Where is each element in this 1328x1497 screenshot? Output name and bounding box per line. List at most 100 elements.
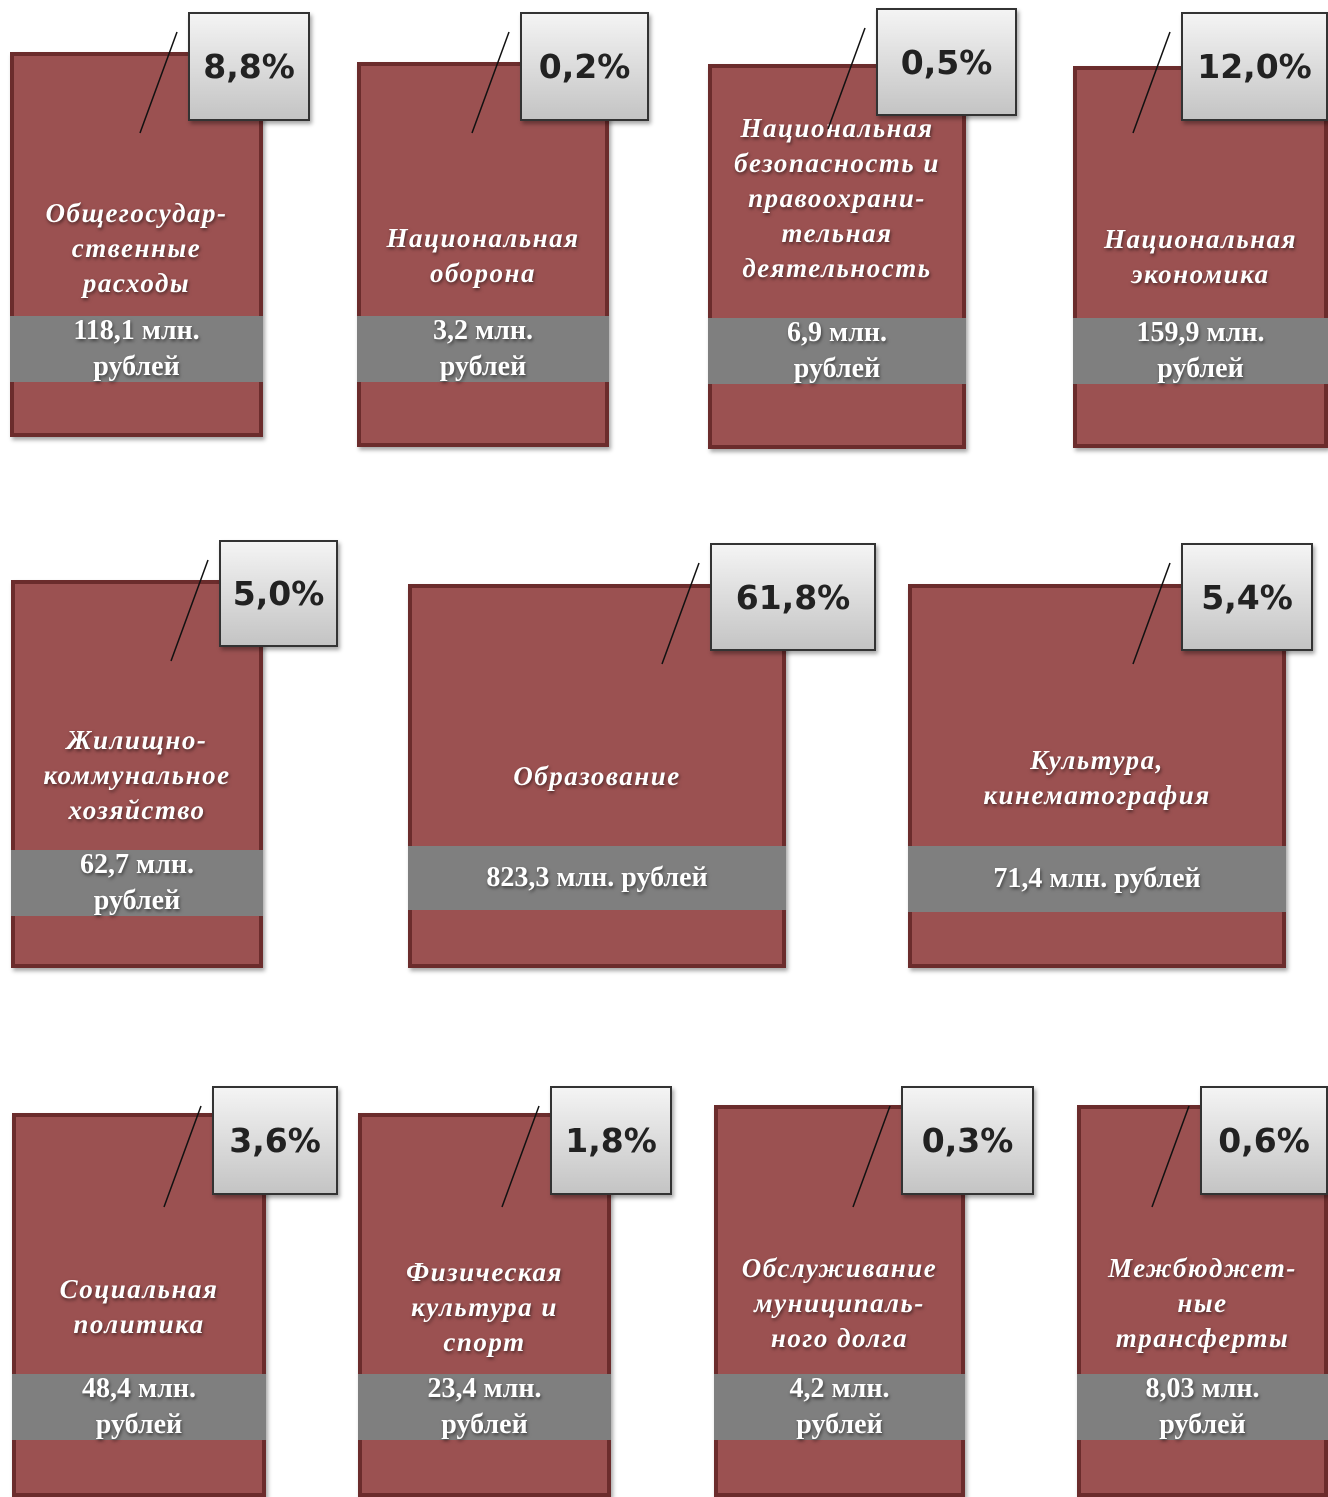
amount-line: 8,03 млн.	[1145, 1373, 1260, 1404]
label-line: безопасность и	[734, 147, 940, 178]
amount-band: 3,2 млн. рублей	[357, 315, 609, 382]
amount-line: 6,9 млн.	[787, 317, 887, 348]
label-line: расходы	[82, 267, 191, 298]
label-line: деятельность	[742, 252, 932, 283]
amount-band: 823,3 млн. рублей	[408, 846, 786, 910]
amount-line: 3,2 млн.	[433, 315, 533, 346]
amount-line: рублей	[1157, 353, 1244, 384]
label-line: Общегосудар-	[45, 197, 228, 228]
label-line: муниципаль-	[754, 1287, 925, 1318]
card-label: Социальная политика	[16, 1272, 262, 1342]
label-line: трансферты	[1115, 1322, 1290, 1353]
percent-box: 5,0%	[219, 540, 338, 647]
amount-band: 159,9 млн. рублей	[1073, 317, 1328, 384]
label-line: хозяйство	[68, 794, 206, 825]
connector	[1132, 31, 1171, 134]
label-line: правоохрани-	[748, 182, 926, 213]
card-label: Национальная безопасность и правоохрани-те…	[712, 111, 962, 286]
percent-box: 1,8%	[550, 1086, 672, 1195]
connector	[1151, 1105, 1190, 1208]
percent-box: 8,8%	[188, 12, 310, 121]
card-label: Жилищно-коммунальное хозяйство	[15, 723, 259, 828]
percent-box: 5,4%	[1181, 543, 1313, 651]
card: Национальная оборона 3,2 млн. рублей	[357, 62, 609, 447]
amount-band: 71,4 млн. рублей	[908, 846, 1286, 912]
label-line: культура и	[411, 1291, 558, 1322]
amount-band: 118,1 млн. рублей	[10, 315, 263, 382]
connector	[170, 559, 209, 662]
card-label: Национальная оборона	[361, 221, 605, 291]
amount-line: 118,1 млн.	[73, 315, 200, 346]
amount-line: рублей	[441, 1409, 528, 1440]
percent-box: 0,5%	[876, 8, 1017, 116]
percent-box: 61,8%	[710, 543, 876, 651]
label-line: экономика	[1131, 259, 1270, 289]
amount-line: 62,7 млн.	[80, 849, 194, 880]
amount-line: рублей	[796, 1409, 883, 1440]
label-line: оборона	[429, 258, 537, 288]
connector	[163, 1105, 202, 1208]
label-line: коммунальное	[43, 759, 231, 790]
label-line: тельная	[781, 217, 893, 248]
amount-line: рублей	[1159, 1409, 1246, 1440]
connector	[661, 562, 700, 665]
label-line: спорт	[443, 1326, 526, 1357]
label-line: ственные	[71, 232, 202, 263]
amount-line: рублей	[793, 353, 881, 384]
label-line: Жилищно-	[66, 724, 208, 755]
amount-band: 8,03 млн. рублей	[1077, 1373, 1328, 1440]
connector	[139, 31, 178, 134]
connector	[827, 27, 866, 130]
amount-line: 71,4 млн. рублей	[993, 863, 1201, 894]
label-line: Физическая	[406, 1256, 563, 1287]
amount-line: рублей	[93, 885, 181, 916]
card: Культура, кинематография 71,4 млн. рублей	[908, 584, 1286, 968]
card: Национальная безопасность и правоохрани-те…	[708, 64, 966, 449]
card-label: Физическая культура и спорт	[362, 1255, 607, 1360]
percent-box: 0,2%	[520, 12, 649, 121]
amount-line: 159,9 млн.	[1136, 317, 1265, 348]
card-label: Обслуживание муниципаль-ного долга	[718, 1251, 961, 1356]
amount-line: 48,4 млн.	[82, 1373, 196, 1404]
label-line: Национальная	[386, 223, 580, 253]
amount-line: 4,2 млн.	[789, 1373, 890, 1404]
amount-band: 62,7 млн. рублей	[11, 849, 263, 916]
label-line: Национальная	[1103, 224, 1298, 254]
amount-line: рублей	[95, 1409, 183, 1440]
amount-band: 48,4 млн. рублей	[12, 1373, 266, 1440]
label-line: Национальная	[740, 112, 934, 143]
label-line: политика	[73, 1309, 205, 1339]
card-label: Культура, кинематография	[912, 743, 1282, 813]
connector	[852, 1105, 891, 1208]
percent-box: 3,6%	[212, 1086, 338, 1195]
label-line: Культура,	[1030, 745, 1164, 775]
card-label: Общегосудар-ственные расходы	[14, 196, 259, 301]
card: Жилищно-коммунальное хозяйство 62,7 млн. ру…	[11, 580, 263, 968]
amount-line: 23,4 млн.	[427, 1373, 542, 1404]
amount-band: 23,4 млн. рублей	[358, 1373, 611, 1440]
label-line: ного долга	[770, 1322, 909, 1353]
label-line: кинематография	[983, 780, 1211, 810]
amount-line: рублей	[93, 351, 180, 382]
label-line: Обслуживание	[741, 1252, 938, 1283]
label-line: Межбюджет-	[1108, 1252, 1297, 1283]
amount-band: 4,2 млн. рублей	[714, 1373, 965, 1440]
amount-line: 823,3 млн. рублей	[486, 862, 708, 893]
percent-box: 0,3%	[901, 1086, 1034, 1195]
amount-band: 6,9 млн. рублей	[708, 317, 966, 384]
label-line: Образование	[513, 760, 681, 791]
card-label: Межбюджет-ные трансферты	[1081, 1251, 1324, 1356]
connector	[471, 31, 510, 134]
amount-line: рублей	[439, 351, 527, 382]
card: Национальная экономика 159,9 млн. рублей	[1073, 66, 1328, 448]
card-label: Образование	[412, 759, 782, 794]
card-label: Национальная экономика	[1077, 222, 1324, 292]
connector	[501, 1105, 540, 1208]
percent-box: 0,6%	[1200, 1086, 1328, 1195]
label-line: Социальная	[59, 1274, 219, 1304]
connector	[1132, 562, 1171, 665]
percent-box: 12,0%	[1181, 12, 1328, 121]
label-line: ные	[1177, 1287, 1228, 1318]
